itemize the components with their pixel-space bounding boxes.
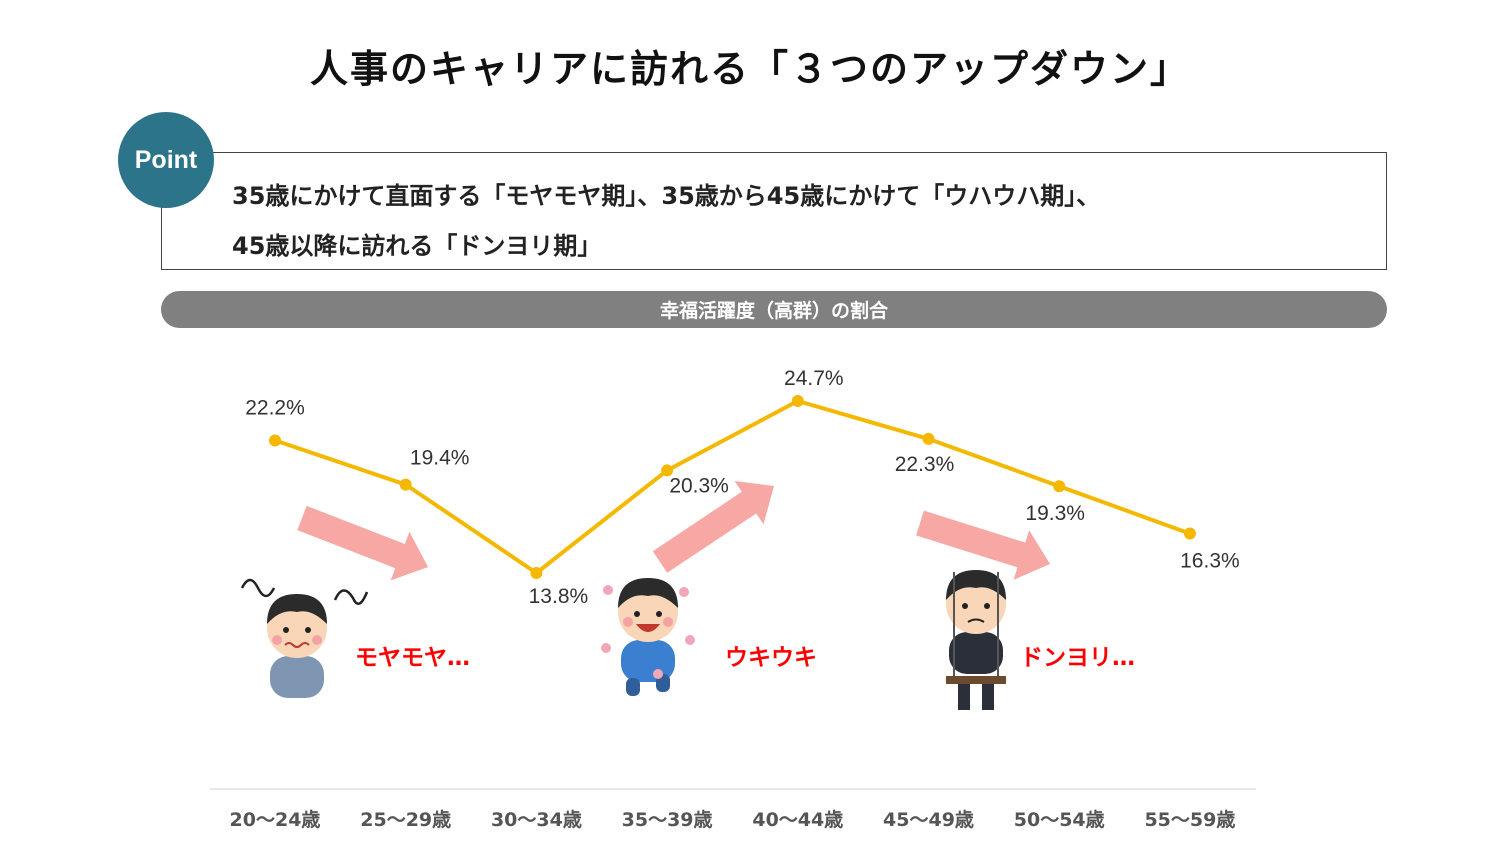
- data-label-3: 13.8%: [529, 585, 589, 608]
- mood-label-ukiuki: ウキウキ: [725, 645, 817, 671]
- data-point-3: [530, 567, 543, 579]
- point-text: 35歳にかけて直面する「モヤモヤ期」、35歳から45歳にかけて「ウハウハ期」、 …: [232, 171, 1100, 271]
- x-tick-label-1: 20～24歳: [230, 809, 321, 831]
- x-tick-label-3: 30～34歳: [491, 809, 582, 831]
- x-tick-label-5: 40～44歳: [752, 809, 843, 831]
- point-line-2: 45歳以降に訪れる「ドンヨリ期」: [232, 232, 602, 260]
- confused-man-icon: [240, 578, 369, 698]
- data-point-8: [1183, 527, 1196, 540]
- data-point-6: [922, 432, 935, 445]
- x-tick-label-8: 55～59歳: [1144, 809, 1235, 831]
- mood-label-donyori: ドンヨリ…: [1020, 645, 1135, 671]
- data-point-1: [269, 434, 281, 447]
- data-label-6: 22.3%: [895, 453, 955, 476]
- mood-label-moyamoya: モヤモヤ…: [355, 645, 470, 671]
- down-arrow-1: [297, 505, 428, 581]
- up-arrow: [652, 481, 774, 573]
- happy-man-icon: [601, 578, 695, 696]
- data-label-7: 19.3%: [1025, 502, 1085, 525]
- point-box: 35歳にかけて直面する「モヤモヤ期」、35歳から45歳にかけて「ウハウハ期」、 …: [161, 152, 1387, 270]
- data-point-7: [1053, 480, 1066, 493]
- data-point-4: [661, 464, 674, 477]
- series-line: [274, 399, 1191, 575]
- down-arrow-2: [916, 510, 1050, 580]
- x-tick-label-6: 45～49歳: [883, 809, 974, 831]
- data-point-2: [399, 478, 412, 491]
- x-tick-label-2: 25～29歳: [360, 809, 451, 831]
- data-label-2: 19.4%: [410, 447, 470, 470]
- point-badge: Point: [118, 112, 214, 208]
- point-line-1: 35歳にかけて直面する「モヤモヤ期」、35歳から45歳にかけて「ウハウハ期」、: [232, 182, 1101, 210]
- page-title: 人事のキャリアに訪れる「３つのアップダウン」: [309, 47, 1190, 91]
- data-label-8: 16.3%: [1180, 550, 1240, 573]
- data-label-1: 22.2%: [245, 396, 305, 419]
- x-tick-label-4: 35～39歳: [622, 809, 713, 831]
- chart-title: 幸福活躍度（高群）の割合: [161, 291, 1387, 328]
- data-point-5: [791, 395, 804, 407]
- x-tick-label-7: 50～54歳: [1014, 809, 1105, 831]
- gloomy-man-on-swing-icon: [946, 570, 1006, 710]
- data-label-4: 20.3%: [669, 474, 729, 497]
- data-label-5: 24.7%: [784, 367, 844, 390]
